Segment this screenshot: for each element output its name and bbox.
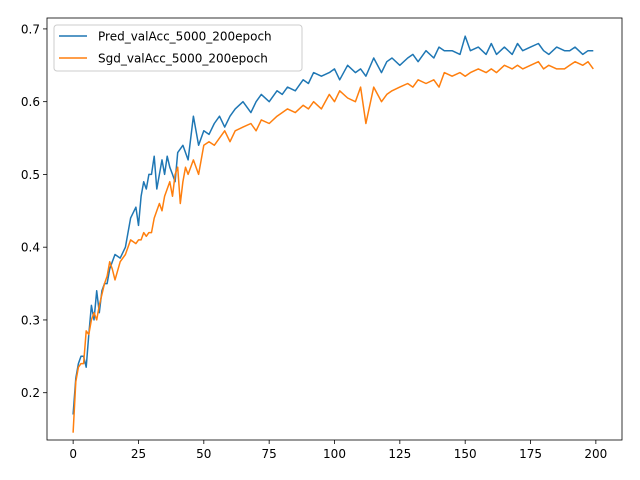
y-tick-label: 0.2 xyxy=(21,386,40,400)
x-tick-label: 100 xyxy=(323,447,346,461)
y-axis-ticks: 0.2 0.3 0.4 0.5 0.6 0.7 xyxy=(21,22,47,400)
x-tick-label: 175 xyxy=(519,447,542,461)
y-tick-label: 0.5 xyxy=(21,168,40,182)
y-tick-label: 0.6 xyxy=(21,95,40,109)
series-line-pred xyxy=(72,35,594,415)
y-tick-label: 0.4 xyxy=(21,241,40,255)
legend: Pred_valAcc_5000_200epoch Sgd_valAcc_500… xyxy=(53,24,303,72)
legend-label-pred: Pred_valAcc_5000_200epoch xyxy=(98,30,272,44)
x-axis-ticks: 0 25 50 75 100 125 150 175 200 xyxy=(69,440,607,461)
y-tick-label: 0.3 xyxy=(21,313,40,327)
x-tick-label: 50 xyxy=(196,447,211,461)
x-tick-label: 25 xyxy=(131,447,146,461)
axes-background xyxy=(47,18,622,440)
x-tick-label: 0 xyxy=(69,447,77,461)
axes-frame xyxy=(46,17,623,441)
plot-area xyxy=(47,18,622,440)
series-layer xyxy=(72,35,594,433)
x-tick-label: 200 xyxy=(584,447,607,461)
legend-frame xyxy=(53,24,303,72)
x-tick-label: 150 xyxy=(454,447,477,461)
x-tick-label: 125 xyxy=(388,447,411,461)
series-line-sgd xyxy=(72,60,594,433)
x-tick-label: 75 xyxy=(262,447,277,461)
y-tick-label: 0.7 xyxy=(21,22,40,36)
legend-label-sgd: Sgd_valAcc_5000_200epoch xyxy=(98,52,268,66)
